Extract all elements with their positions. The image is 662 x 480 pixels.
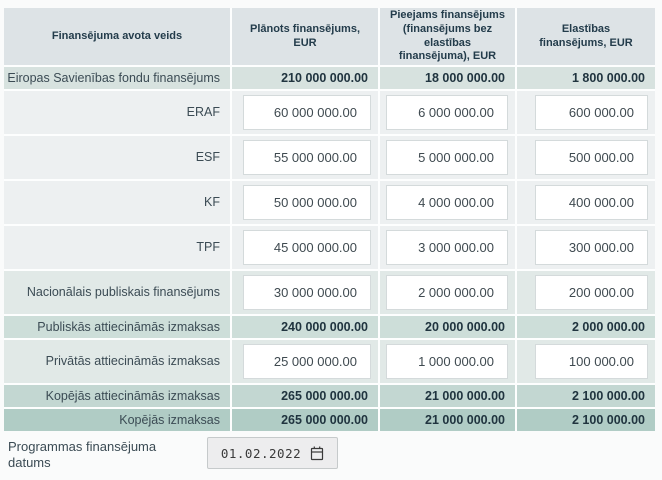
input-national-planned[interactable]	[243, 275, 371, 310]
column-header-source-type: Finansējuma avota veids	[4, 8, 230, 65]
program-date-section: Programmas finansējuma datums 01.02.2022	[8, 437, 654, 472]
cell-tpf-flexibility	[517, 226, 655, 269]
row-label-public-eligible: Publiskās attiecināmās izmaksas	[4, 316, 230, 338]
cell-private-planned	[232, 340, 378, 383]
cell-esf-flexibility	[517, 136, 655, 179]
cell-eraf-available	[380, 91, 515, 134]
input-esf-available[interactable]	[386, 140, 508, 175]
value-public-eligible-available: 20 000 000.00	[380, 316, 515, 338]
cell-esf-planned	[232, 136, 378, 179]
cell-kf-available	[380, 181, 515, 224]
row-label-eu-funds: Eiropas Savienības fondu finansējums	[4, 67, 230, 89]
cell-national-flexibility	[517, 271, 655, 314]
input-esf-planned[interactable]	[243, 140, 371, 175]
cell-tpf-available	[380, 226, 515, 269]
cell-national-available	[380, 271, 515, 314]
value-total-eligible-planned: 265 000 000.00	[232, 385, 378, 407]
value-total-eligible-available: 21 000 000.00	[380, 385, 515, 407]
program-date-label: Programmas finansējuma datums	[8, 439, 157, 471]
cell-esf-available	[380, 136, 515, 179]
cell-national-planned	[232, 271, 378, 314]
program-date-input[interactable]: 01.02.2022	[207, 437, 338, 469]
input-tpf-flexibility[interactable]	[535, 230, 648, 265]
value-public-eligible-planned: 240 000 000.00	[232, 316, 378, 338]
calendar-icon[interactable]	[310, 446, 324, 461]
input-tpf-available[interactable]	[386, 230, 508, 265]
input-eraf-planned[interactable]	[243, 95, 371, 130]
financing-table: Finansējuma avota veids Plānots finansēj…	[4, 8, 655, 431]
program-date-value: 01.02.2022	[220, 445, 302, 461]
row-label-total-eligible: Kopējās attiecināmās izmaksas	[4, 385, 230, 407]
cell-private-available	[380, 340, 515, 383]
input-kf-planned[interactable]	[243, 185, 371, 220]
input-eraf-flexibility[interactable]	[535, 95, 648, 130]
row-label-private-eligible: Privātās attiecināmās izmaksas	[4, 340, 230, 383]
column-header-available-financing: Pieejams finansējums (finansējums bez el…	[380, 8, 515, 65]
input-kf-flexibility[interactable]	[535, 185, 648, 220]
input-national-available[interactable]	[386, 275, 508, 310]
cell-tpf-planned	[232, 226, 378, 269]
cell-eraf-flexibility	[517, 91, 655, 134]
input-tpf-planned[interactable]	[243, 230, 371, 265]
column-header-flexibility-financing: Elastības finansējums, EUR	[517, 8, 655, 65]
row-label-tpf: TPF	[4, 226, 230, 269]
value-eu-funds-flexibility: 1 800 000.00	[517, 67, 655, 89]
input-private-available[interactable]	[386, 344, 508, 379]
value-total-eligible-flexibility: 2 100 000.00	[517, 385, 655, 407]
cell-kf-flexibility	[517, 181, 655, 224]
input-kf-available[interactable]	[386, 185, 508, 220]
row-label-esf: ESF	[4, 136, 230, 179]
row-label-kf: KF	[4, 181, 230, 224]
cell-private-flexibility	[517, 340, 655, 383]
row-label-national-public: Nacionālais publiskais finansējums	[4, 271, 230, 314]
cell-kf-planned	[232, 181, 378, 224]
value-public-eligible-flexibility: 2 000 000.00	[517, 316, 655, 338]
row-label-eraf: ERAF	[4, 91, 230, 134]
input-esf-flexibility[interactable]	[535, 140, 648, 175]
value-eu-funds-available: 18 000 000.00	[380, 67, 515, 89]
value-total-costs-available: 21 000 000.00	[380, 409, 515, 431]
value-total-costs-planned: 265 000 000.00	[232, 409, 378, 431]
input-national-flexibility[interactable]	[535, 275, 648, 310]
input-private-planned[interactable]	[243, 344, 371, 379]
input-private-flexibility[interactable]	[535, 344, 648, 379]
value-eu-funds-planned: 210 000 000.00	[232, 67, 378, 89]
input-eraf-available[interactable]	[386, 95, 508, 130]
column-header-planned-financing: Plānots finansējums, EUR	[232, 8, 378, 65]
cell-eraf-planned	[232, 91, 378, 134]
row-label-total-costs: Kopējās izmaksas	[4, 409, 230, 431]
value-total-costs-flexibility: 2 100 000.00	[517, 409, 655, 431]
